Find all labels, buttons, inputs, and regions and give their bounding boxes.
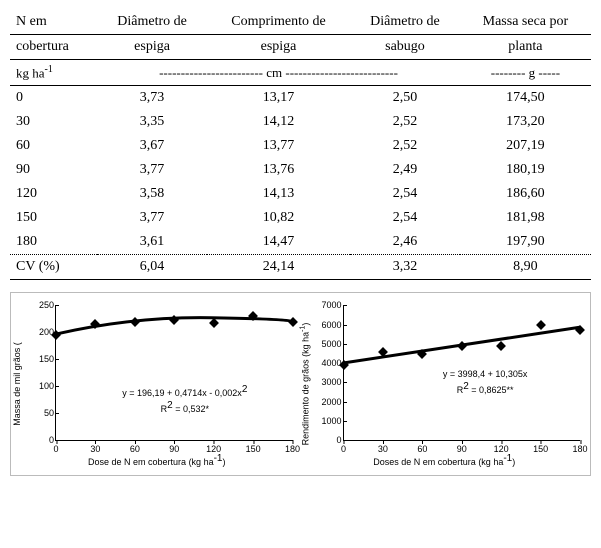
table-cell: 2,52 bbox=[350, 110, 460, 134]
eq2-l2b: = 0,8625** bbox=[469, 385, 514, 395]
chart1-xlabel: Dose de N em cobertura (kg ha-1) bbox=[17, 453, 297, 467]
chart1-plot: y = 196,19 + 0,4714x - 0,002x2 R2 = 0,53… bbox=[55, 305, 293, 441]
h2l1: Comprimento de bbox=[231, 14, 326, 29]
table-cell: 180 bbox=[10, 230, 97, 255]
h1l1: Diâmetro de bbox=[117, 14, 187, 29]
table-row: 03,7313,172,50174,50 bbox=[10, 86, 591, 111]
table-cell: 3,67 bbox=[97, 134, 207, 158]
table-cell: 2,49 bbox=[350, 158, 460, 182]
table-cell: 120 bbox=[10, 182, 97, 206]
ytick: 100 bbox=[28, 381, 54, 391]
table-cell: 14,47 bbox=[207, 230, 350, 255]
h2l2: espiga bbox=[261, 39, 297, 54]
h0l2: cobertura bbox=[16, 39, 69, 54]
unit-mid: ------------------------ cm ------------… bbox=[159, 65, 398, 80]
ytick: 7000 bbox=[316, 300, 342, 310]
table-cell: 10,82 bbox=[207, 206, 350, 230]
h4l2: planta bbox=[508, 39, 542, 54]
table-cell: 3,61 bbox=[97, 230, 207, 255]
table-cell: 2,52 bbox=[350, 134, 460, 158]
charts-panel: Massa de mil grãos ( y = 196,19 + 0,4714… bbox=[10, 292, 591, 476]
unit-left: kg ha bbox=[16, 65, 45, 80]
table-cell: 3,77 bbox=[97, 206, 207, 230]
table-cell: 13,76 bbox=[207, 158, 350, 182]
table-cell: 2,54 bbox=[350, 182, 460, 206]
ytick: 6000 bbox=[316, 320, 342, 330]
table-cell: 207,19 bbox=[460, 134, 591, 158]
chart-mass: Massa de mil grãos ( y = 196,19 + 0,4714… bbox=[17, 299, 297, 469]
table-cell: 174,50 bbox=[460, 86, 591, 111]
unit-right: -------- g ----- bbox=[491, 65, 560, 80]
cv-row: CV (%) 6,04 24,14 3,32 8,90 bbox=[10, 255, 591, 280]
table-cell: 181,98 bbox=[460, 206, 591, 230]
ytick: 4000 bbox=[316, 358, 342, 368]
h0l1: N em bbox=[16, 14, 47, 29]
table-cell: 3,35 bbox=[97, 110, 207, 134]
chart2-equation: y = 3998,4 + 10,305x R2 = 0,8625** bbox=[443, 369, 528, 397]
table-cell: 2,50 bbox=[350, 86, 460, 111]
chart1-ylabel: Massa de mil grãos ( bbox=[12, 343, 22, 427]
chart2-ylabel: Rendimento de grãos (kg ha-1) bbox=[299, 323, 310, 446]
data-table: N em Diâmetro de Comprimento de Diâmetro… bbox=[10, 10, 591, 280]
h3l2: sabugo bbox=[385, 39, 425, 54]
table-cell: 2,54 bbox=[350, 206, 460, 230]
h1l2: espiga bbox=[134, 39, 170, 54]
ytick: 250 bbox=[28, 300, 54, 310]
eq2-l1: y = 3998,4 + 10,305x bbox=[443, 369, 528, 379]
chart-yield: Rendimento de grãos (kg ha-1) y = 3998,4… bbox=[305, 299, 585, 469]
ytick: 200 bbox=[28, 327, 54, 337]
table-cell: 13,77 bbox=[207, 134, 350, 158]
table-row: 603,6713,772,52207,19 bbox=[10, 134, 591, 158]
table-cell: 0 bbox=[10, 86, 97, 111]
header-row-1: N em Diâmetro de Comprimento de Diâmetro… bbox=[10, 10, 591, 35]
table-cell: 3,73 bbox=[97, 86, 207, 111]
cv1: 24,14 bbox=[263, 259, 295, 274]
table-row: 903,7713,762,49180,19 bbox=[10, 158, 591, 182]
table-cell: 3,77 bbox=[97, 158, 207, 182]
table-row: 1503,7710,822,54181,98 bbox=[10, 206, 591, 230]
table-cell: 173,20 bbox=[460, 110, 591, 134]
table-cell: 197,90 bbox=[460, 230, 591, 255]
header-row-2: cobertura espiga espiga sabugo planta bbox=[10, 35, 591, 60]
cv2: 3,32 bbox=[393, 259, 418, 274]
ytick: 50 bbox=[28, 408, 54, 418]
cv0: 6,04 bbox=[140, 259, 165, 274]
unit-left-sup: -1 bbox=[45, 64, 53, 75]
eq1-l1: y = 196,19 + 0,4714x - 0,002x bbox=[122, 388, 242, 398]
ytick: 1000 bbox=[316, 416, 342, 426]
ytick: 0 bbox=[28, 435, 54, 445]
h4l1: Massa seca por bbox=[483, 14, 569, 29]
table-cell: 13,17 bbox=[207, 86, 350, 111]
chart2-xlabel: Doses de N em cobertura (kg ha-1) bbox=[305, 453, 585, 467]
eq1-l2b: = 0,532* bbox=[173, 404, 209, 414]
ytick: 0 bbox=[316, 435, 342, 445]
table-cell: 14,12 bbox=[207, 110, 350, 134]
table-cell: 2,46 bbox=[350, 230, 460, 255]
chart1-equation: y = 196,19 + 0,4714x - 0,002x2 R2 = 0,53… bbox=[122, 383, 247, 416]
table-row: 303,3514,122,52173,20 bbox=[10, 110, 591, 134]
table-row: 1803,6114,472,46197,90 bbox=[10, 230, 591, 255]
table-cell: 180,19 bbox=[460, 158, 591, 182]
cv-label: CV (%) bbox=[16, 259, 60, 274]
table-cell: 150 bbox=[10, 206, 97, 230]
table-cell: 60 bbox=[10, 134, 97, 158]
table-cell: 30 bbox=[10, 110, 97, 134]
ytick: 3000 bbox=[316, 377, 342, 387]
eq1-l1-sup: 2 bbox=[242, 384, 248, 395]
ytick: 150 bbox=[28, 354, 54, 364]
cv3: 8,90 bbox=[513, 259, 538, 274]
table-cell: 14,13 bbox=[207, 182, 350, 206]
ytick: 2000 bbox=[316, 397, 342, 407]
table-cell: 186,60 bbox=[460, 182, 591, 206]
ytick: 5000 bbox=[316, 339, 342, 349]
table-row: 1203,5814,132,54186,60 bbox=[10, 182, 591, 206]
table-cell: 90 bbox=[10, 158, 97, 182]
chart2-plot: y = 3998,4 + 10,305x R2 = 0,8625** 01000… bbox=[343, 305, 581, 441]
table-cell: 3,58 bbox=[97, 182, 207, 206]
h3l1: Diâmetro de bbox=[370, 14, 440, 29]
unit-row: kg ha-1 ------------------------ cm ----… bbox=[10, 60, 591, 86]
